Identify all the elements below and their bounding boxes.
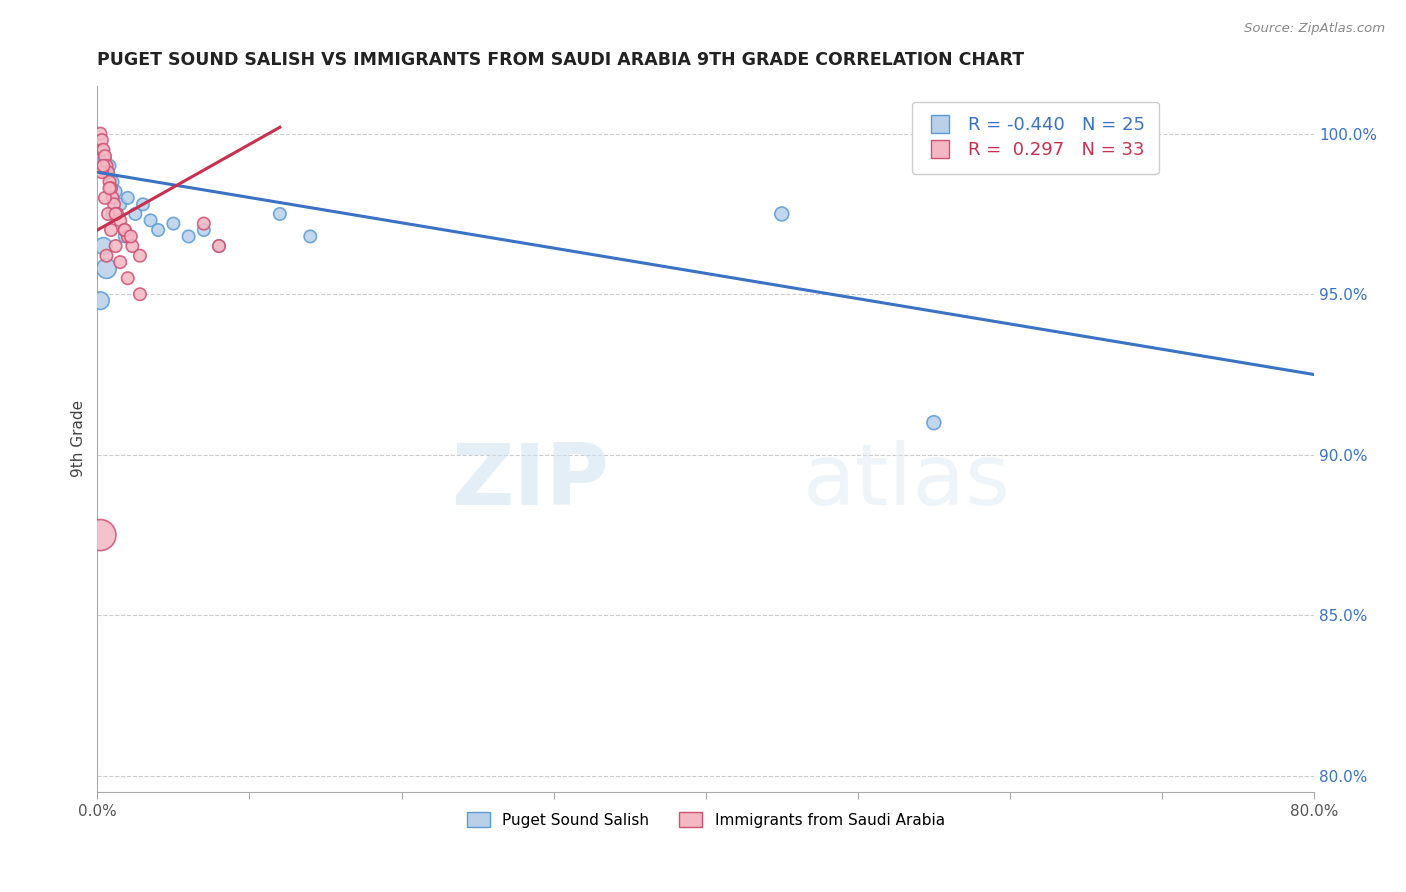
Text: atlas: atlas: [803, 440, 1011, 523]
Point: [193, 217, 215, 231]
Legend: Puget Sound Salish, Immigrants from Saudi Arabia: Puget Sound Salish, Immigrants from Saud…: [461, 805, 950, 834]
Point: [148, 223, 170, 237]
Point: [299, 229, 322, 244]
Text: ZIP: ZIP: [451, 440, 609, 523]
Point: [108, 197, 131, 211]
Point: [770, 207, 793, 221]
Point: [89, 293, 111, 308]
Point: [97, 165, 120, 179]
Point: [103, 197, 125, 211]
Point: [104, 185, 127, 199]
Point: [97, 207, 120, 221]
Point: [101, 191, 124, 205]
Point: [98, 159, 121, 173]
Point: [89, 127, 111, 141]
Point: [94, 153, 117, 167]
Point: [90, 143, 112, 157]
Point: [100, 181, 122, 195]
Point: [922, 416, 945, 430]
Point: [104, 239, 127, 253]
Point: [208, 239, 231, 253]
Point: [108, 255, 131, 269]
Point: [98, 175, 121, 189]
Point: [129, 249, 152, 263]
Point: [100, 223, 122, 237]
Point: [90, 165, 112, 179]
Point: [101, 175, 124, 189]
Point: [117, 271, 139, 285]
Point: [208, 239, 231, 253]
Point: [93, 159, 115, 173]
Point: [269, 207, 291, 221]
Point: [121, 239, 143, 253]
Point: [96, 249, 118, 263]
Point: [108, 213, 131, 227]
Text: Source: ZipAtlas.com: Source: ZipAtlas.com: [1244, 22, 1385, 36]
Point: [96, 165, 118, 179]
Point: [132, 197, 155, 211]
Point: [124, 207, 146, 221]
Point: [94, 149, 117, 163]
Point: [117, 191, 139, 205]
Point: [139, 213, 162, 227]
Point: [193, 223, 215, 237]
Point: [120, 229, 142, 244]
Point: [104, 207, 127, 221]
Point: [98, 181, 121, 195]
Point: [129, 287, 152, 301]
Point: [177, 229, 200, 244]
Point: [93, 239, 115, 253]
Point: [105, 207, 128, 221]
Point: [114, 223, 136, 237]
Point: [93, 143, 115, 157]
Point: [114, 223, 136, 237]
Point: [162, 217, 184, 231]
Point: [96, 261, 118, 276]
Point: [114, 229, 136, 244]
Point: [94, 191, 117, 205]
Point: [90, 133, 112, 147]
Point: [89, 528, 111, 542]
Point: [101, 207, 124, 221]
Y-axis label: 9th Grade: 9th Grade: [72, 401, 86, 477]
Point: [117, 229, 139, 244]
Point: [96, 159, 118, 173]
Text: PUGET SOUND SALISH VS IMMIGRANTS FROM SAUDI ARABIA 9TH GRADE CORRELATION CHART: PUGET SOUND SALISH VS IMMIGRANTS FROM SA…: [97, 51, 1025, 69]
